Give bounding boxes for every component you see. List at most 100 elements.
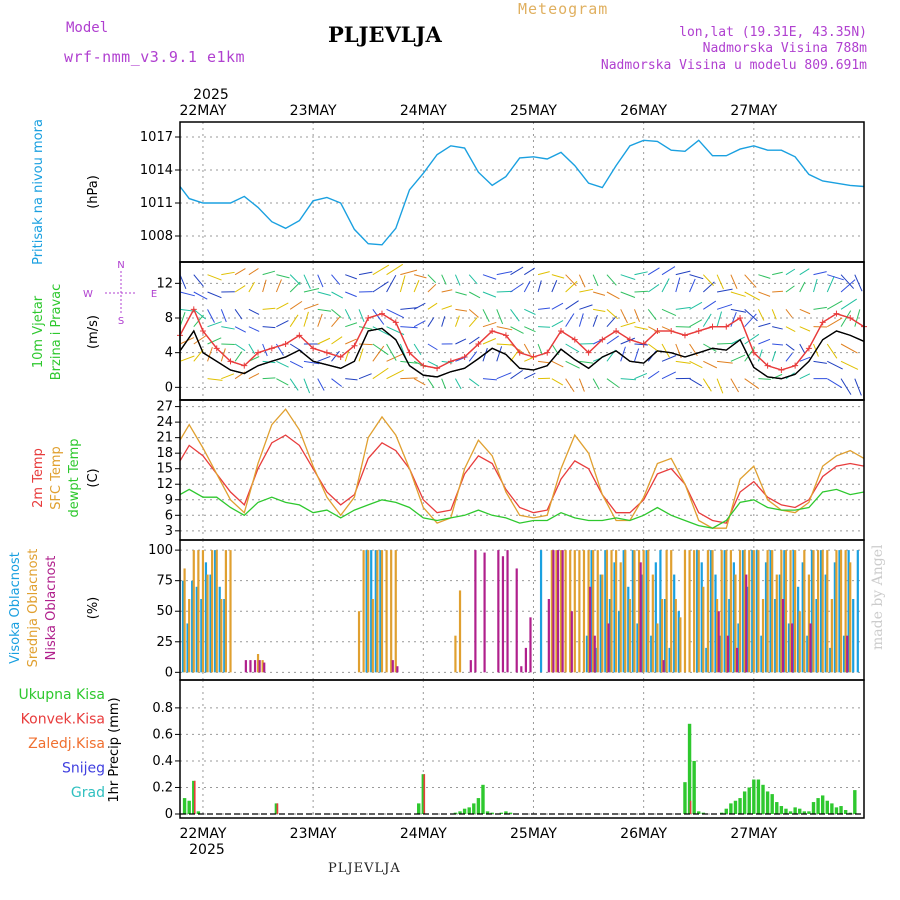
wind-arrow: [207, 346, 213, 362]
bar-cloud_high: [718, 635, 722, 673]
wind-arrow: [331, 291, 344, 299]
bar-cloud_high: [746, 586, 749, 673]
bar-precip_total: [687, 723, 692, 814]
bar-cloud_mid: [582, 550, 586, 673]
wind-arrow: [854, 274, 863, 292]
compass-s: S: [118, 316, 124, 327]
bar-cloud_mid: [192, 550, 195, 673]
bar-cloud_low: [561, 550, 564, 673]
wind-arrow: [744, 274, 757, 288]
wind-arrow: [606, 291, 620, 300]
wind-arrow: [386, 308, 405, 319]
wind-arrow: [827, 360, 843, 370]
bar-cloud_mid: [665, 550, 668, 673]
bar-cloud_high: [751, 550, 754, 673]
bar-precip_conv: [689, 800, 692, 814]
wind-arrow: [634, 372, 648, 380]
bar-precip_total: [807, 811, 811, 814]
ylabel-precip: 1hr Precip (mm): [107, 697, 122, 802]
wind-arrow: [565, 300, 579, 310]
wind-arrow: [524, 308, 536, 315]
bar-cloud_high: [604, 550, 607, 673]
bar-precip_total: [733, 800, 738, 814]
wind-arrow: [331, 316, 341, 327]
bar-precip_total: [485, 811, 490, 814]
bar-cloud_mid: [610, 550, 613, 673]
wind-arrow: [716, 303, 733, 310]
bar-cloud_mid: [224, 550, 228, 673]
wind-arrow: [647, 370, 660, 380]
wind-arrow: [400, 269, 418, 276]
bar-precip_total: [784, 808, 788, 814]
bar-cloud_high: [847, 550, 850, 673]
y-tick-label: 3: [165, 524, 173, 539]
wind-arrow: [826, 276, 835, 293]
wind-arrow: [496, 309, 504, 325]
wind-arrow: [468, 351, 478, 362]
bar-cloud_mid: [619, 562, 622, 673]
wind-arrow: [578, 378, 585, 392]
day-label-bottom: 27MAY: [730, 826, 777, 842]
bar-cloud_mid: [197, 550, 200, 673]
bar-cloud_mid: [752, 550, 755, 673]
wind-arrow: [524, 372, 536, 380]
wind-arrow: [193, 291, 208, 300]
wind-arrow: [675, 270, 691, 276]
y-tick-label: 27: [156, 400, 173, 415]
wind-arrow: [744, 333, 760, 345]
bar-cloud_high: [810, 550, 814, 673]
wind-arrow: [234, 326, 246, 333]
bar-cloud_high: [728, 599, 731, 673]
bar-precip_total: [453, 812, 458, 814]
day-label-bottom: 25MAY: [510, 826, 557, 842]
wind-arrow: [758, 291, 771, 297]
wind-arrow: [207, 378, 223, 381]
bar-cloud_low: [258, 660, 261, 673]
wind-arrow: [331, 308, 342, 318]
bar-cloud_mid: [385, 550, 388, 673]
bar-precip_conv: [193, 780, 196, 814]
wind-arrow: [840, 343, 858, 354]
bar-cloud_high: [792, 550, 795, 673]
bar-cloud_mid: [693, 550, 696, 673]
wind-arrow: [757, 309, 765, 321]
y-tick-label: 4: [165, 346, 173, 361]
wind-arrow: [634, 326, 648, 331]
wind-arrow: [730, 378, 740, 393]
wind-arrow: [468, 291, 481, 299]
wind-arrow: [634, 271, 648, 276]
bar-cloud_high: [204, 562, 208, 673]
model-name: wrf-nmm_v3.9.1 e1km: [64, 48, 246, 66]
wind-arrow: [579, 304, 593, 310]
bar-cloud_mid: [261, 660, 264, 673]
wind-arrow: [358, 271, 373, 276]
bar-cloud_mid: [761, 599, 765, 673]
bar-cloud_high: [833, 562, 836, 673]
wind-arrow: [840, 378, 852, 395]
bar-cloud_mid: [215, 550, 218, 673]
wind-arrow: [386, 369, 404, 380]
wind-arrow: [386, 343, 397, 361]
bar-cloud_low: [529, 617, 532, 673]
wind-arrow: [578, 313, 584, 327]
y-tick-label: 24: [156, 415, 173, 430]
precip-legend: Ukupna Kisa Konvek.Kisa Zaledj.Kisa Snijeg G…: [18, 687, 105, 801]
bar-cloud_high: [741, 550, 745, 673]
wind-arrow: [289, 378, 299, 391]
wind-arrow: [220, 309, 227, 323]
bar-cloud_mid: [188, 599, 191, 673]
bar-precip_total: [508, 812, 513, 814]
wind-arrow: [207, 337, 222, 345]
wind-arrow: [758, 378, 771, 380]
bar-precip_total: [756, 779, 761, 814]
bar-cloud_low: [593, 635, 596, 673]
bar-cloud_high: [774, 599, 777, 673]
bar-cloud_mid: [711, 550, 714, 673]
bar-cloud_high: [223, 599, 226, 673]
wind-arrow: [689, 278, 696, 293]
bar-precip_total: [752, 779, 756, 814]
y-tick-label: 6: [165, 508, 173, 523]
bar-cloud_high: [650, 635, 653, 673]
wind-arrow: [799, 343, 806, 355]
wind-arrow: [510, 369, 523, 380]
